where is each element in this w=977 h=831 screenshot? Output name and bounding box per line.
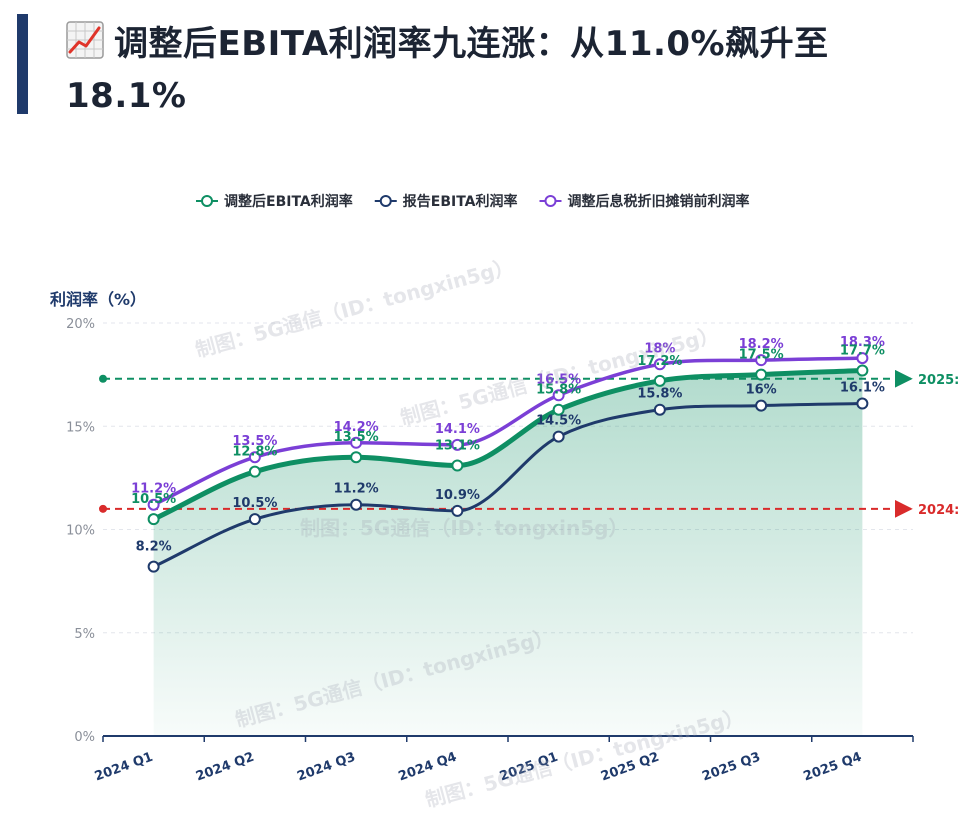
data-point <box>451 459 464 472</box>
data-label: 8.2% <box>136 540 172 555</box>
data-label: 16.1% <box>840 381 885 396</box>
data-point <box>552 403 565 416</box>
y-tick-label: 20% <box>66 317 95 332</box>
legend-swatch-marker <box>201 195 213 207</box>
data-point <box>552 430 565 443</box>
data-point <box>653 358 666 371</box>
data-label: 15.8% <box>536 383 581 398</box>
data-point <box>552 389 565 402</box>
area-fill-adjusted-ebita <box>153 370 863 736</box>
data-label: 10.5% <box>131 492 176 507</box>
page-title: 调整后EBITA利润率九连涨：从11.0%飙升至 18.1% <box>66 18 946 122</box>
data-point <box>755 368 768 381</box>
data-label: 17.2% <box>637 354 682 369</box>
data-point <box>147 498 160 511</box>
data-point <box>248 451 261 464</box>
data-label: 13.1% <box>435 438 480 453</box>
data-label: 10.5% <box>232 496 277 511</box>
data-point <box>350 436 363 449</box>
chart-increasing-icon <box>66 21 104 59</box>
data-point <box>755 354 768 367</box>
data-label: 17.7% <box>840 343 885 358</box>
data-point <box>653 374 666 387</box>
y-tick-label: 5% <box>74 627 95 642</box>
y-tick-label: 10% <box>66 524 95 539</box>
x-tick-label: 2025 Q1 <box>498 750 560 785</box>
data-point <box>147 513 160 526</box>
data-label: 15.8% <box>637 387 682 402</box>
data-label: 18.2% <box>739 337 784 352</box>
data-point <box>451 438 464 451</box>
data-label: 16.5% <box>536 372 581 387</box>
data-label: 17.5% <box>739 348 784 363</box>
reference-line-start-dot <box>99 504 107 513</box>
reference-line-label: 2024: <box>918 503 959 518</box>
data-label: 14.5% <box>536 414 581 429</box>
reference-line-start-dot <box>99 374 107 383</box>
data-point <box>856 397 869 410</box>
legend-label: 调整后息税折旧摊销前利润率 <box>568 193 750 210</box>
legend-label: 调整后EBITA利润率 <box>224 193 353 210</box>
legend-swatch-marker <box>379 195 392 207</box>
title-line-2: 18.1% <box>66 76 187 116</box>
series-line <box>151 367 865 522</box>
data-label: 13.5% <box>232 434 277 449</box>
y-axis-title: 利润率（%） <box>50 290 146 309</box>
data-label: 11.2% <box>131 482 176 497</box>
data-point <box>350 451 363 464</box>
y-tick-label: 15% <box>66 420 95 435</box>
legend-label: 报告EBITA利润率 <box>403 193 518 210</box>
data-label: 12.8% <box>232 445 277 460</box>
data-label: 16% <box>746 383 777 398</box>
data-point <box>856 364 869 377</box>
data-label: 13.5% <box>334 430 379 445</box>
data-label: 10.9% <box>435 488 480 503</box>
x-tick-label: 2025 Q2 <box>599 750 661 785</box>
data-point <box>248 513 261 526</box>
x-tick-label: 2024 Q3 <box>295 750 357 785</box>
data-point <box>653 403 666 416</box>
data-label: 18% <box>644 341 675 356</box>
data-label: 14.1% <box>435 422 480 437</box>
legend-swatch-marker <box>544 195 557 207</box>
data-point <box>856 352 869 365</box>
title-line-1: 调整后EBITA利润率九连涨：从11.0%飙升至 <box>114 24 829 64</box>
data-point <box>350 498 363 511</box>
data-point <box>147 560 160 573</box>
x-tick-label: 2025 Q3 <box>700 750 762 785</box>
data-label: 18.3% <box>840 335 885 350</box>
x-tick-label: 2024 Q2 <box>194 750 256 785</box>
data-point <box>451 504 464 517</box>
y-tick-label: 0% <box>74 730 95 745</box>
x-tick-label: 2024 Q1 <box>93 750 155 785</box>
data-label: 11.2% <box>334 482 379 497</box>
x-tick-label: 2025 Q4 <box>801 750 863 785</box>
series-line <box>152 402 864 569</box>
series-line <box>151 356 865 507</box>
data-point <box>248 465 261 478</box>
reference-line-label: 2025: <box>918 373 959 388</box>
data-point <box>755 399 768 412</box>
data-label: 14.2% <box>334 420 379 435</box>
x-tick-label: 2024 Q4 <box>396 750 458 785</box>
title-accent-bar <box>17 14 28 114</box>
